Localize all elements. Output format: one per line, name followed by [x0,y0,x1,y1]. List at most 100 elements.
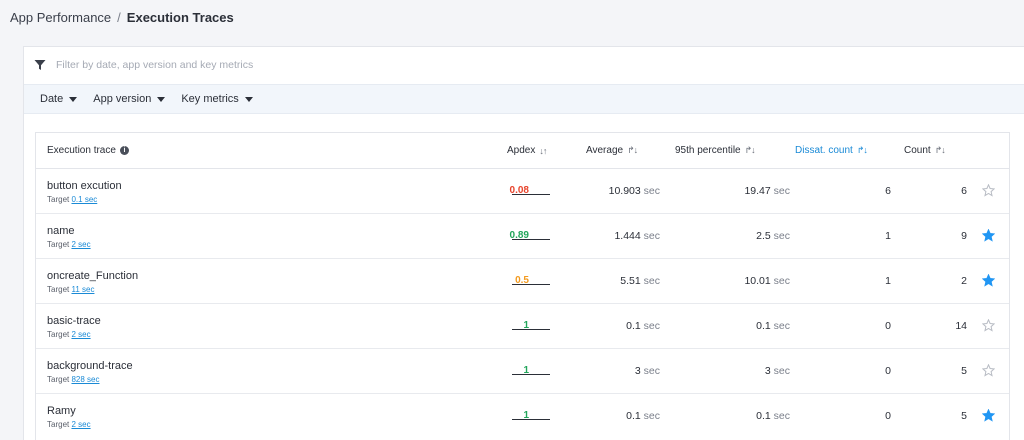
target-label: Target [47,330,70,339]
target-link[interactable]: 2 sec [71,420,91,429]
filter-bar [24,47,1024,83]
trace-target: Target 828 sec [47,375,100,384]
trace-name[interactable]: button excution [47,180,122,192]
key-metrics-dropdown-label: Key metrics [181,93,239,105]
table-row[interactable]: button excution Target 0.1 sec 0.08 10.903 … [36,169,1009,214]
header-average[interactable]: Average ↱↓ [586,145,638,156]
target-label: Target [47,375,70,384]
trace-name[interactable]: background-trace [47,360,133,372]
average-number: 3 [634,365,641,377]
apdex-sparkline [512,239,550,240]
star-filled-icon[interactable] [982,229,995,242]
traces-table: Execution trace i Apdex ↓↑ Average ↱↓ 95… [35,132,1010,440]
unit-label: sec [643,185,660,197]
unit-label: sec [773,185,790,197]
apdex-value: 1 [523,365,529,376]
average-number: 1.444 [614,230,641,242]
caret-down-icon [244,96,253,102]
unit-label: sec [773,410,790,422]
average-number: 0.1 [626,410,641,422]
unit-label: sec [773,365,790,377]
average-value: 0.1 sec [626,410,660,422]
app-version-dropdown[interactable]: App version [93,93,166,105]
table-row[interactable]: oncreate_Function Target 11 sec 0.5 5.51 se… [36,259,1009,304]
sort-icon: ↱↓ [627,145,638,155]
trace-name[interactable]: name [47,225,75,237]
dissat-count-value: 1 [885,230,891,242]
apdex-sparkline [512,419,550,420]
table-row[interactable]: name Target 2 sec 0.89 1.444 sec 2.5 sec 1 9 [36,214,1009,259]
header-execution-trace-label: Execution trace [47,145,116,156]
target-link[interactable]: 11 sec [71,285,95,294]
header-95th-percentile[interactable]: 95th percentile ↱↓ [675,145,756,156]
breadcrumb-root[interactable]: App Performance [10,9,112,25]
p95-value: 0.1 sec [756,410,790,422]
trace-name[interactable]: oncreate_Function [47,270,139,282]
p95-number: 19.47 [744,185,771,197]
sort-icon: ↱↓ [744,145,756,155]
apdex-value: 1 [523,410,529,421]
table-row[interactable]: background-trace Target 828 sec 1 3 sec 3 se… [36,349,1009,394]
target-label: Target [47,240,70,249]
apdex-value: 0.89 [509,230,529,241]
apdex-value: 0.08 [509,185,529,196]
star-outline-icon[interactable] [982,364,995,377]
table-header: Execution trace i Apdex ↓↑ Average ↱↓ 95… [36,133,1009,169]
p95-number: 10.01 [744,275,771,287]
dissat-count-value: 1 [885,275,891,287]
unit-label: sec [773,275,790,287]
target-link[interactable]: 2 sec [71,330,91,339]
average-number: 5.51 [620,275,641,287]
unit-label: sec [643,365,660,377]
unit-label: sec [643,410,660,422]
p95-number: 0.1 [756,410,771,422]
p95-value: 10.01 sec [744,275,790,287]
target-link[interactable]: 0.1 sec [71,195,98,204]
p95-value: 2.5 sec [756,230,790,242]
header-dissat-count[interactable]: Dissat. count ↱↓ [795,145,868,156]
target-link[interactable]: 2 sec [71,240,91,249]
target-label: Target [47,195,70,204]
table-row[interactable]: Ramy Target 2 sec 1 0.1 sec 0.1 sec 0 5 [36,394,1009,439]
p95-value: 19.47 sec [744,185,790,197]
sort-icon: ↱↓ [934,145,946,155]
average-value: 10.903 sec [609,185,660,197]
header-count[interactable]: Count ↱↓ [904,145,946,156]
header-dissat-count-label: Dissat. count [795,145,853,156]
p95-number: 2.5 [756,230,771,242]
traces-panel: Date App version Key metrics Execution t… [23,46,1024,440]
dropdown-bar: Date App version Key metrics [24,84,1024,114]
trace-target: Target 2 sec [47,240,91,249]
caret-down-icon [69,96,78,102]
header-95th-percentile-label: 95th percentile [675,145,741,156]
count-value: 5 [961,410,967,422]
trace-name[interactable]: Ramy [47,405,76,417]
header-execution-trace: Execution trace i [47,145,129,156]
target-label: Target [47,285,70,294]
date-dropdown[interactable]: Date [40,93,78,105]
star-outline-icon[interactable] [982,184,995,197]
dissat-count-value: 6 [885,185,891,197]
breadcrumb-current: Execution Traces [126,9,234,25]
count-value: 6 [961,185,967,197]
header-apdex[interactable]: Apdex ↓↑ [507,145,547,156]
key-metrics-dropdown[interactable]: Key metrics [181,93,253,105]
caret-down-icon [157,96,166,102]
dissat-count-value: 0 [885,320,891,332]
average-number: 10.903 [608,185,641,197]
breadcrumb-separator: / [117,9,121,25]
header-apdex-label: Apdex [507,145,536,156]
info-icon[interactable]: i [119,146,129,155]
count-value: 9 [961,230,967,242]
filter-input[interactable] [56,59,456,71]
target-link[interactable]: 828 sec [71,375,100,384]
star-filled-icon[interactable] [982,274,995,287]
trace-name[interactable]: basic-trace [47,315,101,327]
apdex-value: 0.5 [515,275,529,286]
count-value: 5 [961,365,967,377]
trace-target: Target 0.1 sec [47,195,97,204]
star-filled-icon[interactable] [982,409,995,422]
table-row[interactable]: basic-trace Target 2 sec 1 0.1 sec 0.1 sec 0 1… [36,304,1009,349]
apdex-sparkline [512,194,550,195]
star-outline-icon[interactable] [982,319,995,332]
